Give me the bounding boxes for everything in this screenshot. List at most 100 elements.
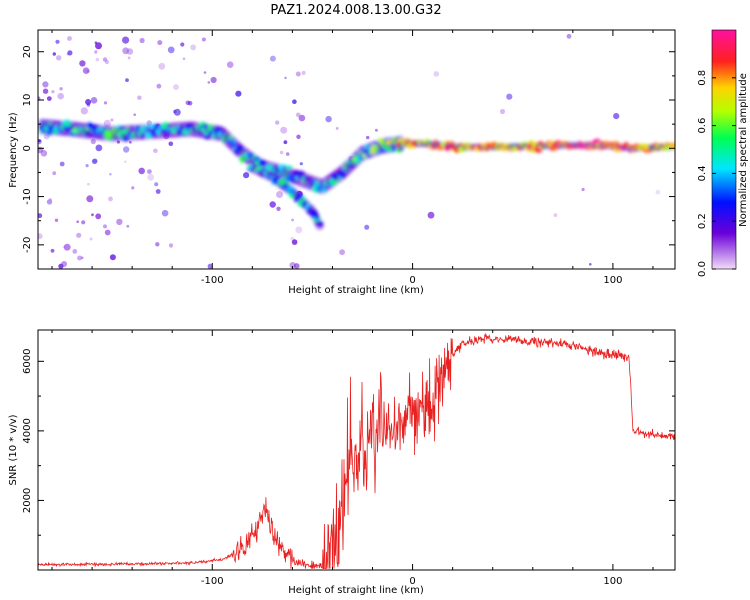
spectrogram-noise-speck: [203, 71, 207, 74]
spectrogram-noise-speck: [61, 261, 68, 267]
colorbar-tick-label: 0.2: [697, 213, 708, 229]
spectrogram-noise-speck: [131, 186, 135, 190]
spectrogram-noise-speck: [82, 67, 90, 74]
x-tick-label: 0: [409, 275, 415, 286]
spectrogram-noise-speck: [48, 198, 52, 202]
spectrogram-noise-speck: [276, 191, 283, 198]
spectrogram-noise-speck: [51, 90, 55, 94]
spectrogram-noise-speck: [104, 59, 109, 65]
spectrogram-noise-speck: [284, 76, 287, 80]
spectrogram-noise-speck: [104, 229, 111, 236]
spectrogram-noise-speck: [91, 213, 94, 217]
spectrogram-noise-speck: [139, 37, 145, 44]
spectrogram-noise-speck: [335, 126, 339, 130]
spectrogram-noise-speck: [182, 57, 186, 61]
spectrogram-noise-speck: [42, 81, 49, 88]
spectrogram-noise-speck: [280, 126, 288, 134]
spectrogram-noise-speck: [50, 248, 55, 253]
spectrogram-noise-speck: [566, 33, 572, 39]
spectrogram-noise-speck: [95, 42, 102, 50]
spectrogram-noise-speck: [38, 213, 43, 219]
spectrogram-noise-speck: [156, 83, 162, 89]
spectrogram-noise-speck: [167, 46, 175, 54]
ridge-branch-core: [314, 221, 322, 226]
y-tick-label: 10: [22, 94, 33, 107]
spectrogram-noise-speck: [91, 158, 98, 165]
snr-panel: -100 0 100 2000 4000 6000 Height of straight …: [8, 329, 676, 596]
spectrogram-noise-speck: [40, 150, 48, 157]
spectrogram-noise-speck: [81, 220, 86, 225]
spectrogram-noise-speck: [269, 55, 276, 62]
ridge-early-core: [333, 180, 339, 184]
spectrogram-plot-area: [38, 30, 675, 269]
spectrogram-noise-speck: [38, 139, 41, 143]
spectrogram-noise-speck: [269, 201, 276, 208]
spectrogram-noise-speck: [201, 37, 206, 42]
figure-title: PAZ1.2024.008.13.00.G32: [270, 3, 441, 18]
spectrogram-x-label: Height of straight line (km): [288, 285, 424, 296]
spectrogram-noise-speck: [279, 150, 284, 155]
spectrogram-noise-speck: [116, 140, 120, 144]
spectrogram-noise-speck: [126, 48, 134, 55]
spectrogram-noise-speck: [38, 139, 42, 145]
spectrogram-noise-speck: [207, 263, 213, 269]
spectrogram-noise-speck: [124, 160, 127, 163]
spectrogram-noise-speck: [366, 135, 370, 140]
spectrogram-noise-speck: [80, 107, 88, 115]
spectrogram-noise-speck: [210, 76, 217, 84]
spectrogram-noise-speck: [108, 196, 113, 202]
colorbar: 0.0 0.2 0.4 0.6 0.8 Normalized spectral ampl…: [697, 29, 749, 277]
spectrogram-noise-speck: [301, 70, 306, 75]
spectrogram-noise-speck: [63, 243, 71, 251]
spectrogram-noise-speck: [276, 206, 281, 211]
spectrogram-noise-speck: [168, 141, 174, 147]
colorbar-tick-label: 0.4: [697, 165, 708, 181]
spectrogram-noise-speck: [109, 254, 116, 261]
spectrogram-noise-speck: [87, 182, 90, 186]
spectrogram-noise-speck: [169, 245, 173, 249]
x-tick-label: -100: [201, 275, 224, 286]
spectrogram-noise-speck: [76, 220, 79, 223]
spectrogram-noise-speck: [154, 182, 159, 187]
spectrogram-noise-speck: [283, 140, 288, 145]
spectrogram-noise-speck: [499, 108, 506, 115]
y-tick-label: 6000: [22, 349, 33, 374]
x-tick-label: 0: [409, 576, 415, 587]
x-tick-label: 100: [603, 275, 622, 286]
spectrogram-noise-speck: [57, 92, 64, 100]
y-tick-label: 2000: [22, 488, 33, 513]
spectrogram-noise-speck: [207, 81, 211, 84]
spectrogram-noise-speck: [433, 71, 440, 77]
spectrogram-noise-speck: [77, 255, 83, 261]
spectrogram-noise-speck: [123, 146, 130, 153]
spectrogram-noise-speck: [129, 140, 132, 144]
spectrogram-noise-speck: [243, 172, 250, 179]
spectrogram-noise-speck: [67, 50, 73, 56]
spectrogram-noise-speck: [153, 148, 158, 154]
spectrogram-noise-speck: [67, 36, 72, 41]
spectrogram-intensity: [38, 118, 675, 230]
snr-frame: [37, 329, 676, 571]
colorbar-tick-label: 0.6: [697, 118, 708, 134]
y-tick-label: 20: [22, 45, 33, 58]
spectrogram-noise-speck: [589, 263, 592, 266]
spectrogram-noise-speck: [81, 256, 84, 260]
spectrogram-noise-speck: [103, 224, 107, 229]
spectrogram-noise-speck: [85, 99, 92, 105]
spectrogram-noise-speck: [155, 242, 160, 247]
spectrogram-noise-speck: [506, 93, 513, 100]
spectrogram-noise-speck: [157, 40, 163, 46]
x-tick-label: -100: [201, 576, 224, 587]
spectrogram-frame: [37, 29, 676, 270]
spectrogram-noise-speck: [122, 47, 130, 55]
spectrogram-noise-speck: [339, 249, 345, 256]
spectrogram-noise-speck: [553, 213, 558, 218]
snr-plot-area: [38, 330, 675, 570]
snr-series-line: [38, 332, 675, 569]
y-tick-label: -20: [22, 237, 33, 253]
spectrogram-noise-speck: [292, 99, 297, 104]
spectrogram-noise-speck: [102, 57, 108, 62]
spectrogram-noise-speck: [95, 57, 100, 62]
